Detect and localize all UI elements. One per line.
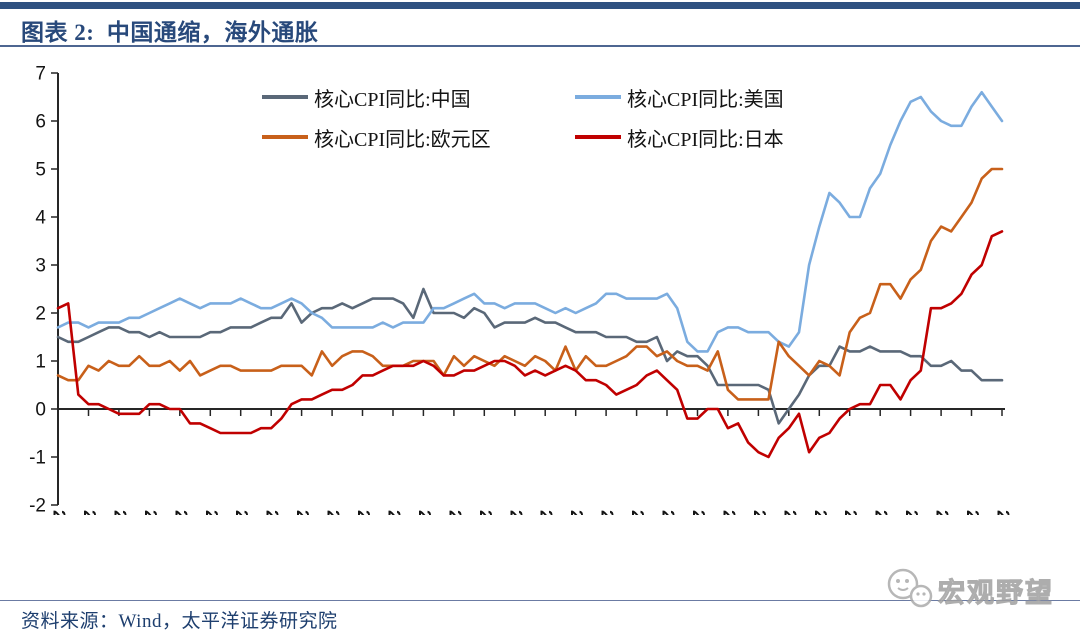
footer-divider [0, 600, 1080, 601]
svg-text:2022-05: 2022-05 [933, 510, 953, 515]
svg-text:2022-02: 2022-02 [902, 510, 922, 515]
legend-swatch-us [575, 95, 621, 99]
svg-text:2016-05: 2016-05 [202, 510, 222, 515]
svg-text:2015-08: 2015-08 [110, 510, 130, 515]
svg-text:2018-08: 2018-08 [476, 510, 496, 515]
svg-text:2021-02: 2021-02 [780, 510, 800, 515]
svg-text:1: 1 [35, 352, 46, 373]
svg-text:2022-08: 2022-08 [963, 510, 983, 515]
core-cpi-line-chart: -2 -1 0 1 2 3 4 5 6 7 2015-02 2015-05 2015-08 2015-11… [29, 64, 1014, 516]
legend-item-china: 核心CPI同比:中国 [262, 85, 471, 111]
svg-text:7: 7 [35, 64, 46, 85]
watermark-text: 宏观野望 [938, 577, 1054, 608]
svg-text:5: 5 [35, 160, 46, 181]
svg-text:2017-11: 2017-11 [385, 510, 405, 515]
svg-text:2018-11: 2018-11 [506, 510, 526, 515]
legend-label-china: 核心CPI同比:中国 [314, 88, 471, 111]
figure-title: 图表 2: 中国通缩，海外通胀 [21, 20, 319, 45]
svg-text:2019-02: 2019-02 [537, 510, 557, 515]
svg-text:2019-05: 2019-05 [567, 510, 587, 515]
svg-text:2020-05: 2020-05 [689, 510, 709, 515]
svg-text:2020-02: 2020-02 [659, 510, 679, 515]
legend-item-us: 核心CPI同比:美国 [575, 85, 784, 111]
svg-text:2015-02: 2015-02 [50, 510, 70, 515]
svg-text:2017-02: 2017-02 [293, 510, 313, 515]
svg-text:2020-08: 2020-08 [719, 510, 739, 515]
legend-label-japan: 核心CPI同比:日本 [627, 128, 784, 151]
svg-text:2018-02: 2018-02 [415, 510, 435, 515]
svg-text:6: 6 [35, 112, 46, 133]
top-divider-bar [0, 2, 1080, 9]
svg-text:2021-11: 2021-11 [872, 510, 892, 515]
watermark: 宏观野望 [884, 565, 1054, 615]
wechat-logo-icon [887, 568, 933, 608]
svg-text:2016-11: 2016-11 [263, 510, 283, 515]
svg-text:0: 0 [35, 400, 46, 421]
svg-text:2020-11: 2020-11 [750, 510, 770, 515]
svg-text:2017-08: 2017-08 [354, 510, 374, 515]
svg-text:2016-08: 2016-08 [232, 510, 252, 515]
svg-text:2018-05: 2018-05 [445, 510, 465, 515]
svg-text:2022-11: 2022-11 [994, 510, 1014, 515]
legend-item-japan: 核心CPI同比:日本 [575, 125, 784, 151]
svg-text:2016-02: 2016-02 [171, 510, 191, 515]
legend-item-eurozone: 核心CPI同比:欧元区 [262, 125, 491, 151]
svg-text:2019-11: 2019-11 [628, 510, 648, 515]
svg-text:2021-08: 2021-08 [841, 510, 861, 515]
svg-text:2017-05: 2017-05 [324, 510, 344, 515]
legend-swatch-china [262, 95, 308, 99]
svg-text:2019-08: 2019-08 [598, 510, 618, 515]
svg-text:2: 2 [35, 304, 46, 325]
legend-swatch-japan [575, 135, 621, 139]
legend-label-us: 核心CPI同比:美国 [627, 88, 784, 111]
source-note: 资料来源：Wind，太平洋证券研究院 [21, 611, 338, 632]
legend-label-eurozone: 核心CPI同比:欧元区 [314, 128, 491, 151]
svg-text:2021-05: 2021-05 [811, 510, 831, 515]
svg-text:-1: -1 [29, 448, 46, 469]
svg-text:2015-11: 2015-11 [141, 510, 161, 515]
svg-text:3: 3 [35, 256, 46, 277]
legend-swatch-eurozone [262, 135, 308, 139]
svg-text:-2: -2 [29, 496, 46, 516]
svg-text:2015-05: 2015-05 [80, 510, 100, 515]
svg-text:4: 4 [35, 208, 46, 229]
title-underline [0, 45, 1080, 47]
